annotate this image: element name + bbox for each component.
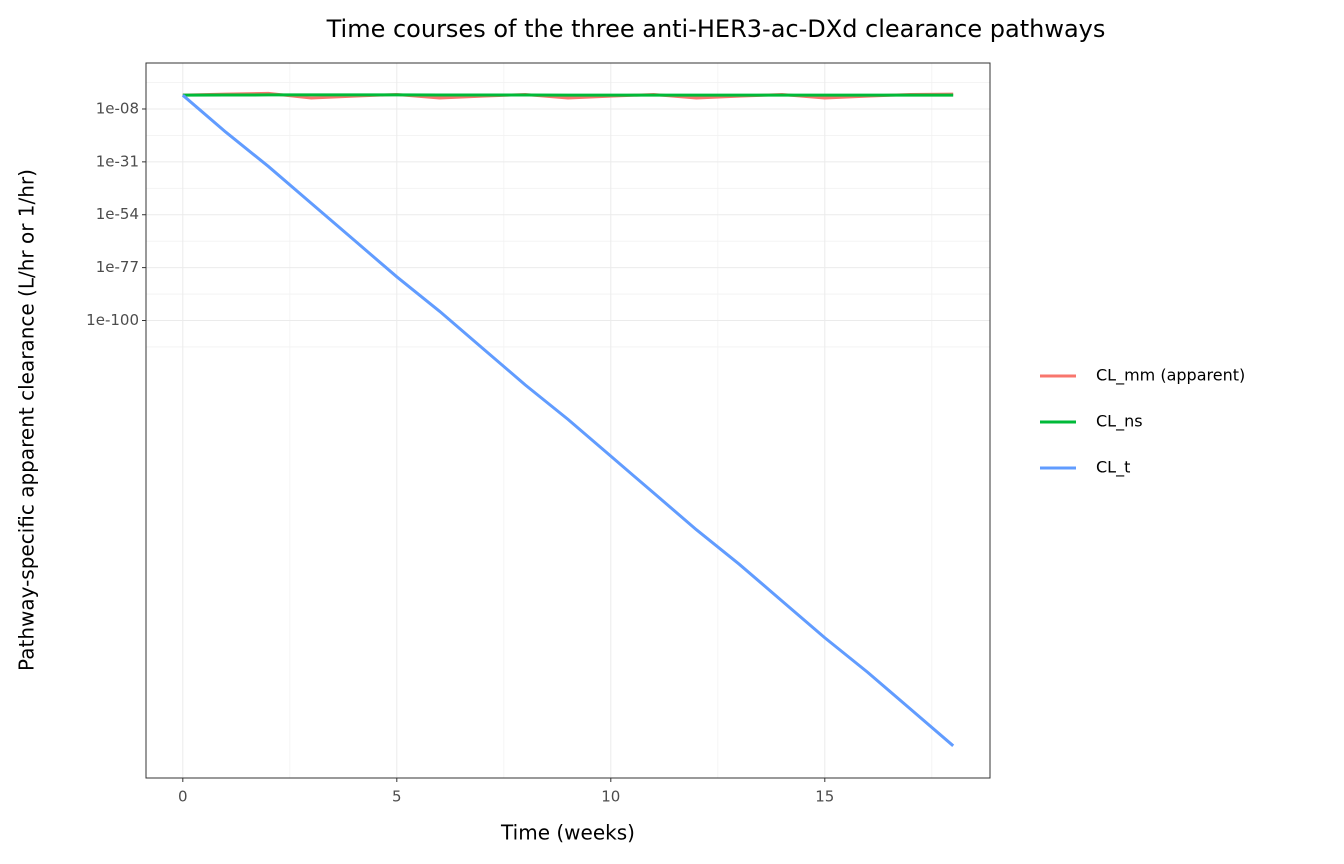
x-tick-label: 5 <box>392 788 402 806</box>
x-tick-label: 0 <box>178 788 188 806</box>
y-tick-label: 1e-31 <box>96 152 139 170</box>
legend-label: CL_ns <box>1096 412 1143 432</box>
y-axis-title: Pathway-specific apparent clearance (L/h… <box>15 169 39 671</box>
data-line <box>181 94 955 747</box>
y-tick-label: 1e-54 <box>96 205 139 223</box>
plot-border <box>145 62 991 779</box>
y-tick-label: 1e-08 <box>96 99 139 117</box>
x-tick-label: 15 <box>815 788 834 806</box>
chart-title: Time courses of the three anti-HER3-ac-D… <box>326 15 1106 43</box>
x-axis-title: Time (weeks) <box>500 821 635 845</box>
legend-label: CL_t <box>1096 458 1130 478</box>
y-tick-label: 1e-100 <box>86 311 139 329</box>
legend-label: CL_mm (apparent) <box>1096 366 1245 386</box>
data-line <box>182 91 954 100</box>
y-tick-label: 1e-77 <box>96 258 139 276</box>
x-tick-label: 10 <box>601 788 620 806</box>
